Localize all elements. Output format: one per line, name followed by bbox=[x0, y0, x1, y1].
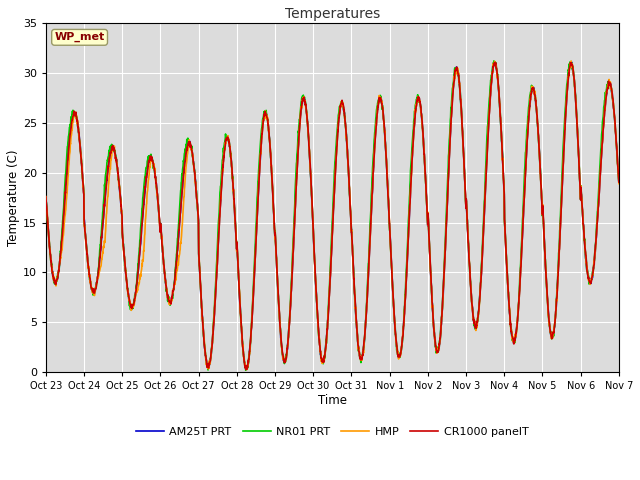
AM25T PRT bbox=[580, 240, 588, 246]
NR01 PRT bbox=[615, 180, 623, 185]
HMP bbox=[42, 194, 50, 200]
AM25T PRT bbox=[42, 196, 50, 202]
NR01 PRT bbox=[362, 318, 369, 324]
AM25T PRT bbox=[565, 71, 573, 77]
Legend: AM25T PRT, NR01 PRT, HMP, CR1000 panelT: AM25T PRT, NR01 PRT, HMP, CR1000 panelT bbox=[132, 422, 533, 442]
X-axis label: Time: Time bbox=[318, 394, 347, 407]
CR1000 panelT bbox=[42, 194, 50, 200]
AM25T PRT bbox=[202, 353, 209, 359]
NR01 PRT bbox=[500, 174, 508, 180]
CR1000 panelT bbox=[491, 60, 499, 65]
HMP bbox=[202, 355, 209, 360]
HMP bbox=[243, 367, 251, 372]
HMP bbox=[580, 240, 588, 246]
CR1000 panelT bbox=[362, 320, 369, 325]
NR01 PRT bbox=[565, 66, 573, 72]
NR01 PRT bbox=[202, 353, 209, 359]
CR1000 panelT bbox=[202, 353, 209, 359]
AM25T PRT bbox=[615, 180, 623, 186]
HMP bbox=[615, 181, 623, 187]
CR1000 panelT bbox=[349, 261, 357, 267]
HMP bbox=[362, 318, 369, 324]
Line: AM25T PRT: AM25T PRT bbox=[46, 62, 619, 369]
HMP bbox=[349, 260, 357, 266]
AM25T PRT bbox=[491, 59, 499, 65]
NR01 PRT bbox=[349, 263, 357, 269]
HMP bbox=[567, 58, 575, 64]
HMP bbox=[564, 73, 572, 79]
NR01 PRT bbox=[242, 367, 250, 373]
CR1000 panelT bbox=[242, 367, 250, 372]
CR1000 panelT bbox=[565, 71, 573, 76]
NR01 PRT bbox=[42, 195, 50, 201]
CR1000 panelT bbox=[580, 239, 588, 245]
Line: HMP: HMP bbox=[46, 61, 619, 370]
NR01 PRT bbox=[580, 236, 588, 242]
NR01 PRT bbox=[490, 58, 498, 64]
AM25T PRT bbox=[349, 261, 357, 267]
AM25T PRT bbox=[243, 366, 250, 372]
CR1000 panelT bbox=[500, 175, 508, 181]
Y-axis label: Temperature (C): Temperature (C) bbox=[7, 149, 20, 246]
AM25T PRT bbox=[500, 174, 508, 180]
Line: NR01 PRT: NR01 PRT bbox=[46, 61, 619, 370]
AM25T PRT bbox=[362, 318, 369, 324]
CR1000 panelT bbox=[615, 179, 623, 185]
HMP bbox=[499, 169, 507, 175]
Line: CR1000 panelT: CR1000 panelT bbox=[46, 62, 619, 370]
Title: Temperatures: Temperatures bbox=[285, 7, 380, 21]
Text: WP_met: WP_met bbox=[54, 32, 105, 42]
